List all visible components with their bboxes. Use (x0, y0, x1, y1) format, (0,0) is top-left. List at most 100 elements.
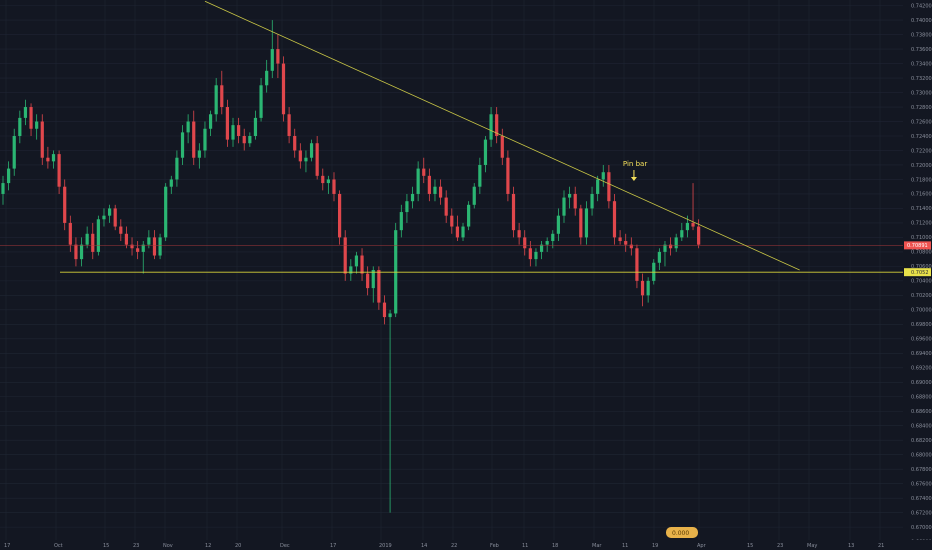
candle-body (551, 233, 555, 242)
candle (107, 204, 112, 223)
candle-body (646, 280, 650, 296)
candle-body (309, 143, 314, 158)
support-price-tag-bg (904, 268, 931, 277)
candle (607, 164, 611, 209)
candle-body (136, 248, 140, 252)
candle (545, 237, 549, 252)
candle-body (338, 193, 342, 238)
price-tick-label: 0.72800 (911, 105, 932, 111)
candle (635, 244, 639, 289)
candle-body (102, 215, 106, 220)
candle (472, 183, 476, 209)
price-axis[interactable]: 0.74200 0.74000 0.73800 0.73600 0.73400 0.732… (903, 0, 932, 545)
candle (35, 114, 39, 140)
candle (46, 146, 50, 169)
price-tick-label: 0.72200 (911, 148, 932, 154)
candle (618, 230, 622, 245)
candle-body (7, 168, 11, 184)
candle-body (618, 237, 622, 242)
candle (405, 193, 409, 223)
candle-body (438, 186, 443, 198)
price-tick-label: 0.73800 (911, 32, 932, 38)
price-tick-label: 0.71000 (911, 235, 932, 241)
candle-body (500, 136, 504, 158)
candle (624, 233, 628, 252)
candle (657, 248, 661, 270)
candle-body (568, 193, 572, 198)
candle (568, 186, 572, 209)
candle-body (427, 175, 431, 194)
candle (674, 233, 678, 252)
time-axis[interactable]: 17 Oct 15 23 Nov 12 20 Dec 17 2019 14 22 Feb 11 18 Mar 1… (0, 540, 932, 550)
candle-body (590, 193, 594, 209)
candle (214, 78, 218, 122)
candle (450, 208, 454, 234)
candle (113, 204, 117, 231)
candle-body (175, 157, 179, 180)
candle-body (635, 248, 639, 281)
time-tick-label: 11 (522, 543, 528, 549)
candle (74, 237, 78, 267)
time-tick-label: May (807, 543, 817, 549)
candle-body (287, 114, 291, 136)
current-price-tag-bg (904, 241, 931, 250)
candle-body (79, 244, 84, 260)
candle (332, 172, 336, 202)
candle (584, 201, 589, 245)
candle (629, 237, 633, 256)
price-tick-label: 0.73000 (911, 90, 932, 96)
candle (394, 222, 398, 318)
candle (136, 241, 140, 260)
candle (102, 208, 106, 227)
candle-body (164, 186, 168, 238)
candle-body (534, 251, 538, 260)
candle-body (1, 183, 5, 194)
price-tick-label: 0.68600 (911, 409, 932, 415)
candle (579, 204, 583, 245)
candle-body (124, 233, 129, 245)
price-tick-label: 0.67000 (911, 525, 932, 531)
candle (23, 99, 28, 126)
candle-body (461, 226, 465, 238)
candle-body (270, 49, 274, 71)
candle-body (276, 49, 280, 64)
price-tick-label: 0.69600 (911, 337, 932, 343)
candle (416, 161, 420, 202)
bottom-badge: 0.000 (666, 527, 698, 538)
candle-body (422, 168, 426, 176)
candle-body (657, 251, 661, 263)
candle (192, 110, 196, 165)
candle (119, 219, 123, 242)
candle-body (91, 233, 95, 252)
candle (573, 186, 577, 216)
bottom-badge-bg (666, 527, 698, 538)
price-tick-label: 0.73600 (911, 47, 932, 53)
candle-body (697, 226, 701, 245)
candle-body (573, 193, 577, 209)
candle-body (360, 255, 364, 274)
candle (253, 110, 258, 140)
candle (51, 150, 56, 169)
candle-body (455, 226, 460, 238)
candle-body (214, 85, 218, 115)
candle (265, 59, 269, 93)
candle-body (405, 201, 409, 213)
time-tick-label: 23 (133, 543, 139, 549)
candle (12, 128, 16, 176)
candle (130, 237, 134, 256)
price-tick-label: 0.67400 (911, 496, 932, 502)
price-tick-label: 0.67200 (911, 510, 932, 516)
candle-body (377, 270, 381, 303)
candle-body (489, 114, 493, 140)
candle (354, 251, 359, 274)
candle (175, 150, 179, 187)
candle (495, 107, 499, 144)
candle (640, 273, 645, 307)
candle (304, 150, 308, 173)
candle (281, 56, 286, 122)
candle-body (562, 197, 566, 216)
candle (556, 208, 560, 242)
candle (276, 34, 280, 79)
